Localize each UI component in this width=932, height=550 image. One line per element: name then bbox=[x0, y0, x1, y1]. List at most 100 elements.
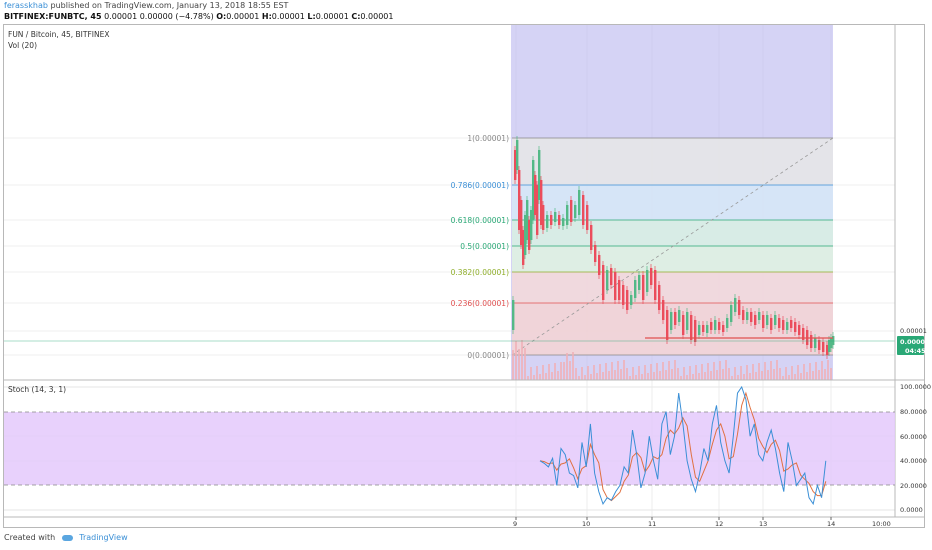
candle-body bbox=[542, 205, 545, 230]
candle-body bbox=[614, 272, 617, 300]
candle-body bbox=[718, 322, 721, 330]
candle-body bbox=[674, 312, 677, 325]
volume-bar bbox=[752, 364, 754, 380]
volume-bar bbox=[626, 368, 628, 380]
open-label: O: bbox=[216, 12, 227, 21]
time-label: 10 bbox=[582, 520, 590, 528]
volume-bar bbox=[815, 362, 817, 380]
volume-bar bbox=[533, 375, 535, 380]
candle-body bbox=[734, 298, 737, 312]
volume-bar bbox=[647, 373, 649, 380]
volume-bar bbox=[644, 365, 646, 380]
stoch-axis-label: 100.0000 bbox=[900, 383, 931, 391]
volume-bar bbox=[680, 376, 682, 380]
candle-body bbox=[786, 322, 789, 330]
volume-bar bbox=[731, 376, 733, 380]
candle-body bbox=[634, 280, 637, 298]
tradingview-cloud-icon bbox=[61, 534, 73, 541]
candle-body bbox=[662, 300, 665, 320]
volume-bar bbox=[701, 364, 703, 380]
candle-body bbox=[678, 310, 681, 322]
volume-bar bbox=[593, 365, 595, 380]
footer: Created with TradingView bbox=[4, 533, 128, 542]
volume-bar bbox=[761, 371, 763, 380]
volume-bar bbox=[599, 364, 601, 380]
volume-bar bbox=[590, 374, 592, 380]
volume-bar bbox=[755, 372, 757, 380]
author-link[interactable]: ferasskhab bbox=[4, 1, 48, 10]
time-label: 11 bbox=[648, 520, 656, 528]
volume-bar bbox=[713, 362, 715, 380]
stoch-overbought-band bbox=[4, 412, 895, 485]
candle-body bbox=[528, 220, 531, 250]
volume-bar bbox=[563, 362, 565, 380]
fibonacci-retracement[interactable]: 1(0.00001) 0.786(0.00001) 0.618(0.00001) 0.… bbox=[451, 134, 834, 360]
stoch-axis-label: 60.0000 bbox=[900, 433, 927, 441]
volume-bar bbox=[746, 365, 748, 380]
volume-bar bbox=[596, 373, 598, 380]
symbol-label: BITFINEX:FUNBTC, 45 bbox=[4, 12, 102, 21]
volume-bar bbox=[743, 374, 745, 380]
volume-bar bbox=[692, 374, 694, 380]
candle-body bbox=[638, 275, 641, 290]
volume-bar bbox=[689, 366, 691, 380]
stoch-axis-label: 20.0000 bbox=[900, 482, 927, 490]
candle-body bbox=[742, 310, 745, 320]
candle-body bbox=[550, 215, 553, 225]
volume-bar bbox=[668, 361, 670, 380]
volume-bar bbox=[635, 375, 637, 380]
candle-body bbox=[594, 245, 597, 262]
chart-frame[interactable] bbox=[3, 24, 925, 528]
candle-body bbox=[738, 300, 741, 315]
volume-bar bbox=[557, 371, 559, 380]
volume-bar bbox=[806, 372, 808, 380]
stoch-indicator-label[interactable]: Stoch (14, 3, 1) bbox=[8, 385, 67, 394]
candle-body bbox=[512, 300, 515, 330]
candle-body bbox=[622, 285, 625, 305]
candle-body bbox=[750, 312, 753, 322]
open-value: 0.00001 bbox=[226, 12, 262, 21]
candle-body bbox=[538, 150, 541, 200]
fib-band bbox=[512, 185, 833, 220]
candle-body bbox=[822, 342, 825, 352]
candle-body bbox=[524, 215, 527, 255]
candle-body bbox=[794, 322, 797, 332]
candle-body bbox=[722, 325, 725, 332]
volume-bar bbox=[578, 376, 580, 380]
candle-body bbox=[778, 318, 781, 328]
volume-bar bbox=[830, 368, 832, 380]
time-label: 9 bbox=[513, 520, 517, 528]
volume-indicator-label[interactable]: Vol (20) bbox=[8, 41, 38, 50]
candle-body bbox=[626, 290, 629, 310]
candle-body bbox=[598, 255, 601, 275]
time-axis[interactable]: 9 10 11 12 13 14 10:00 bbox=[513, 517, 891, 528]
fib-band bbox=[512, 272, 833, 303]
volume-bar bbox=[518, 349, 520, 380]
price-axis-label: 0.00001 bbox=[900, 327, 927, 335]
volume-bar bbox=[686, 375, 688, 380]
tradingview-brand-link[interactable]: TradingView bbox=[79, 533, 128, 542]
fib-level-label: 0.382(0.00001) bbox=[451, 268, 509, 277]
volume-bar bbox=[785, 367, 787, 380]
candle-body bbox=[710, 322, 713, 330]
candle-body bbox=[682, 315, 685, 335]
volume-bar bbox=[548, 364, 550, 380]
price-countdown: 04:45 bbox=[905, 347, 926, 355]
volume-bar bbox=[611, 362, 613, 380]
candle-body bbox=[526, 200, 529, 240]
volume-bar bbox=[527, 376, 529, 380]
candle-body bbox=[686, 312, 689, 330]
candle-body bbox=[658, 285, 661, 310]
candle-body bbox=[666, 310, 669, 340]
candle-body bbox=[762, 315, 765, 328]
candle-body bbox=[520, 200, 523, 245]
candle-body bbox=[606, 270, 609, 290]
candle-body bbox=[530, 210, 533, 240]
volume-bar bbox=[683, 367, 685, 380]
candle-body bbox=[830, 338, 833, 348]
volume-bar bbox=[719, 361, 721, 380]
volume-bar bbox=[623, 360, 625, 380]
candle-body bbox=[828, 340, 831, 352]
candle-body bbox=[702, 325, 705, 332]
